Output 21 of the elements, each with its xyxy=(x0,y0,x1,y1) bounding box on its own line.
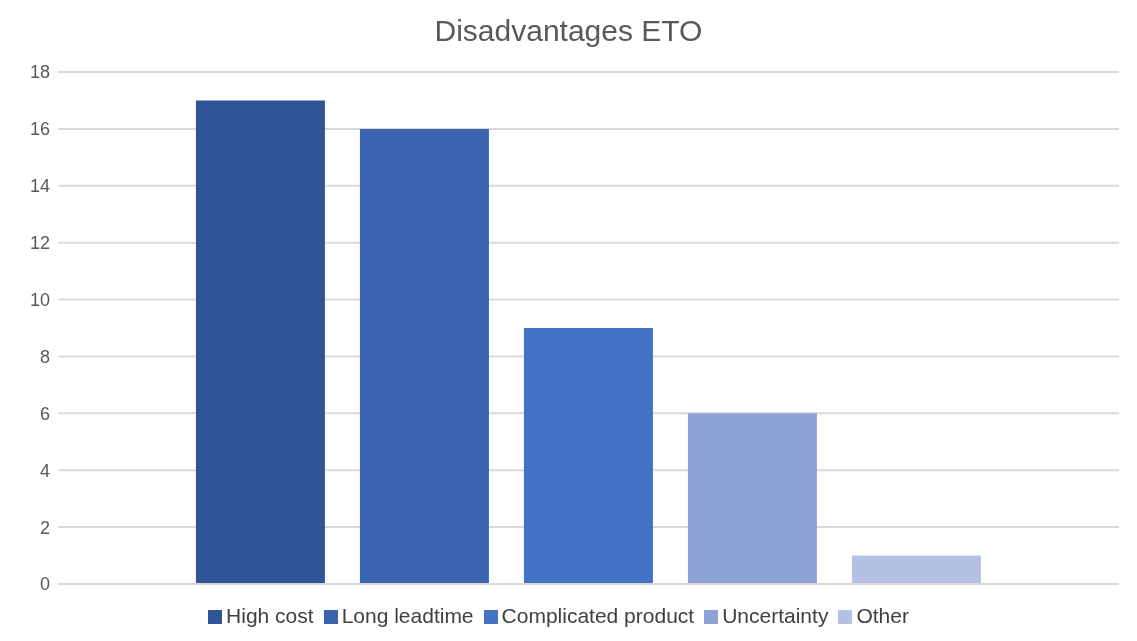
y-tick-label: 2 xyxy=(39,517,50,538)
y-tick-label: 10 xyxy=(29,289,50,310)
y-tick-label: 12 xyxy=(29,233,50,254)
y-tick-label: 14 xyxy=(29,176,50,197)
bar xyxy=(851,555,981,584)
y-tick-label: 16 xyxy=(29,119,50,140)
legend-label: High cost xyxy=(226,604,314,627)
y-tick-label: 18 xyxy=(29,62,50,83)
y-tick-label: 8 xyxy=(39,346,50,367)
bar xyxy=(195,100,325,584)
legend-label: Long leadtime xyxy=(341,604,474,627)
bar xyxy=(523,328,653,584)
y-tick-label: 6 xyxy=(39,403,50,424)
bar xyxy=(687,413,817,584)
legend-label: Uncertainty xyxy=(722,604,829,627)
y-tick-label: 0 xyxy=(39,574,50,595)
y-tick-label: 4 xyxy=(39,460,50,481)
legend-label: Other xyxy=(856,604,909,627)
bar xyxy=(359,128,489,584)
legend-label: Complicated product xyxy=(501,604,695,627)
chart-title: Disadvantages ETO xyxy=(433,13,704,49)
